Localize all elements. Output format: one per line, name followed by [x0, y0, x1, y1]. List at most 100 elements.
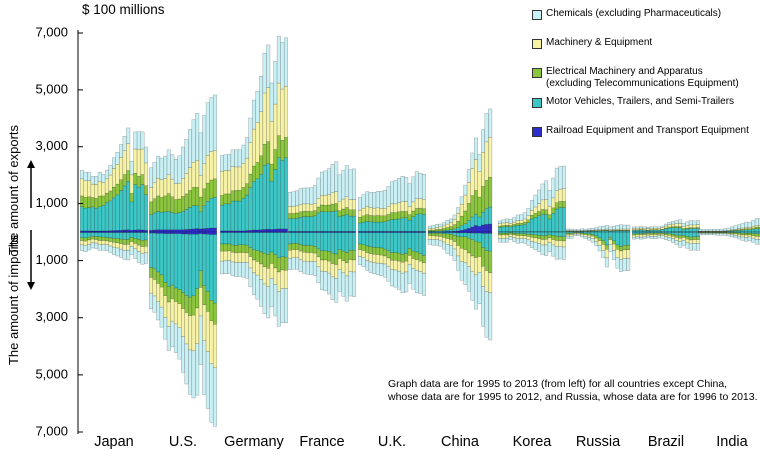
export-bar-segment [400, 211, 405, 218]
import-bar-segment [276, 232, 281, 258]
export-bar-segment [705, 229, 710, 232]
export-bar-segment [126, 127, 131, 144]
export-bar-segment [140, 184, 145, 231]
import-bar-segment [505, 234, 510, 239]
legend-entry: Machinery & Equipment [532, 37, 652, 49]
import-bar-segment [537, 238, 542, 244]
import-bar-segment [316, 248, 321, 258]
export-bar-segment [397, 202, 402, 213]
import-bar-segment [526, 231, 531, 235]
import-bar-segment [390, 252, 394, 261]
import-bar-segment [569, 231, 574, 234]
export-bar-segment [184, 209, 189, 230]
import-bar-segment [337, 249, 342, 259]
import-bar-segment [608, 244, 613, 253]
import-bar-segment [587, 235, 592, 238]
export-bar-segment [156, 155, 161, 179]
import-bar-segment [202, 231, 207, 235]
export-bar-segment [604, 225, 609, 230]
import-bar-segment [119, 232, 124, 240]
import-bar-segment [678, 232, 683, 236]
import-bar-segment [519, 231, 524, 234]
import-bar-segment [386, 250, 391, 259]
import-bar-segment [173, 323, 178, 353]
export-bar-segment [156, 211, 161, 230]
import-bar-segment [295, 249, 300, 258]
import-bar-segment [237, 232, 242, 246]
export-bar-segment [372, 191, 377, 209]
export-bar-segment [372, 221, 377, 232]
import-bar-segment [671, 234, 676, 237]
import-bar-segment [674, 232, 679, 236]
import-bar-segment [612, 231, 616, 241]
export-bar-segment [558, 207, 563, 232]
export-bar-segment [414, 208, 419, 215]
export-bar-segment [191, 228, 196, 233]
export-bar-segment [129, 201, 134, 231]
export-bar-segment [140, 229, 145, 233]
export-bar-segment [368, 192, 373, 208]
import-bar-segment [348, 259, 353, 272]
export-bar-segment [188, 167, 193, 191]
import-bar-segment [594, 231, 599, 237]
export-bar-segment [715, 229, 720, 232]
legend-label: Chemicals (excluding Pharmaceuticals) [546, 8, 722, 19]
import-bar-segment [397, 260, 402, 272]
import-bar-segment [515, 235, 520, 239]
import-bar-segment [156, 231, 161, 234]
legend-swatch [532, 68, 542, 78]
export-bar-segment [632, 228, 637, 230]
export-bar-segment [758, 218, 760, 226]
export-bar-segment [544, 199, 549, 211]
import-bar-segment [498, 234, 503, 239]
export-bar-segment [126, 143, 131, 171]
import-bar-segment [365, 260, 370, 271]
import-bar-segment [337, 269, 342, 292]
import-bar-segment [530, 237, 534, 242]
export-bar-segment [244, 230, 249, 233]
import-bar-segment [361, 232, 366, 245]
export-bar-segment [291, 213, 296, 219]
import-bar-segment [276, 291, 281, 327]
import-bar-segment [262, 266, 267, 285]
export-bar-segment [108, 174, 113, 192]
import-bar-segment [488, 233, 493, 252]
export-bar-segment [452, 228, 457, 232]
import-bar-segment [283, 256, 288, 271]
export-bar-segment [209, 227, 214, 233]
import-bar-segment [751, 237, 756, 243]
import-bar-segment [459, 236, 464, 249]
export-bar-segment [323, 195, 328, 206]
import-bar-segment [140, 246, 145, 254]
import-bar-segment [452, 235, 457, 242]
import-bar-segment [688, 243, 693, 251]
import-bar-segment [94, 239, 99, 244]
import-bar-segment [442, 237, 446, 243]
export-bar-segment [101, 174, 106, 183]
export-bar-segment [400, 201, 405, 212]
export-bar-segment [255, 229, 260, 233]
import-bar-segment [230, 261, 235, 276]
import-bar-segment [411, 258, 416, 269]
import-bar-segment [188, 234, 193, 298]
export-bar-segment [351, 215, 356, 232]
export-bar-segment [407, 219, 412, 232]
import-bar-segment [83, 240, 88, 246]
import-bar-segment [291, 232, 296, 244]
import-bar-segment [344, 262, 349, 277]
import-bar-segment [269, 278, 274, 308]
export-bar-segment [177, 198, 182, 213]
export-bar-segment [361, 221, 366, 232]
import-bar-segment [393, 269, 398, 288]
import-bar-segment [255, 274, 260, 300]
import-bar-segment [361, 250, 366, 258]
import-bar-segment [259, 279, 264, 307]
import-bar-segment [438, 239, 443, 247]
import-bar-segment [547, 242, 552, 253]
import-bar-segment [152, 279, 157, 297]
export-bar-segment [688, 220, 693, 226]
import-bar-segment [456, 255, 461, 271]
export-bar-segment [90, 206, 95, 232]
export-bar-segment [341, 170, 346, 200]
export-bar-segment [477, 226, 482, 233]
